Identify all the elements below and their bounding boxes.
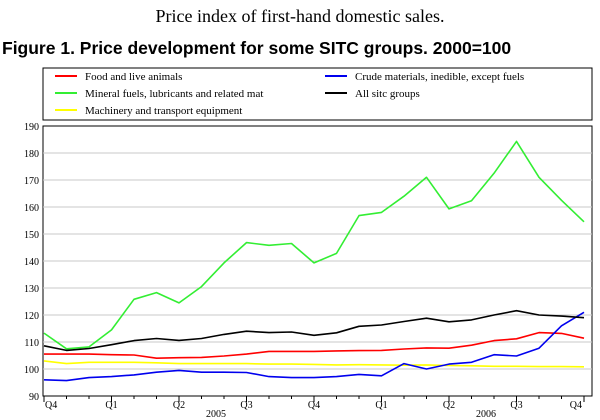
x-quarter-label: Q4 <box>45 400 57 411</box>
x-quarter-label: Q4 <box>308 400 320 411</box>
x-quarter-label: Q3 <box>510 400 522 411</box>
y-tick-label: 130 <box>24 284 39 295</box>
chart-title: Figure 1. Price development for some SIT… <box>2 38 512 58</box>
y-tick-label: 90 <box>29 392 39 403</box>
legend-label: Crude materials, inedible, except fuels <box>355 71 524 83</box>
x-quarter-label: Q3 <box>240 400 252 411</box>
y-tick-label: 150 <box>24 230 39 241</box>
x-quarter-label: Q4 <box>570 400 582 411</box>
x-year-label: 2006 <box>476 409 496 420</box>
y-tick-label: 160 <box>24 203 39 214</box>
legend-label: Mineral fuels, lubricants and related ma… <box>85 88 263 100</box>
series-line-0 <box>44 331 585 360</box>
figure-suptitle: Price index of first-hand domestic sales… <box>155 6 445 26</box>
y-tick-label: 190 <box>24 122 39 133</box>
series-group <box>43 140 585 382</box>
x-axis: Q4 Q1 Q2 Q3 Q4 Q1 Q2 Q3 Q4 2005 2006 <box>43 396 585 420</box>
x-year-label: 2005 <box>206 409 226 420</box>
legend-label: Food and live animals <box>85 71 182 83</box>
y-tick-label: 110 <box>24 338 39 349</box>
grid <box>43 152 592 370</box>
y-axis: 90 100 110 120 130 140 150 160 170 180 190 <box>24 122 39 403</box>
legend-box <box>42 67 593 121</box>
series-line-4 <box>43 309 585 352</box>
legend-label: All sitc groups <box>355 88 420 100</box>
series-line-1 <box>43 140 585 350</box>
x-quarter-label: Q2 <box>443 400 455 411</box>
x-quarter-label: Q1 <box>105 400 117 411</box>
y-tick-label: 100 <box>24 365 39 376</box>
x-quarter-label: Q1 <box>375 400 387 411</box>
x-quarter-label: Q2 <box>173 400 185 411</box>
y-tick-label: 180 <box>24 149 39 160</box>
y-tick-label: 170 <box>24 176 39 187</box>
series-line-3 <box>43 311 585 382</box>
y-tick-label: 140 <box>24 257 39 268</box>
series-line-2 <box>43 360 585 368</box>
y-tick-label: 120 <box>24 311 39 322</box>
legend-label: Machinery and transport equipment <box>85 105 242 117</box>
legend: Food and live animals Mineral fuels, lubr… <box>55 71 524 117</box>
